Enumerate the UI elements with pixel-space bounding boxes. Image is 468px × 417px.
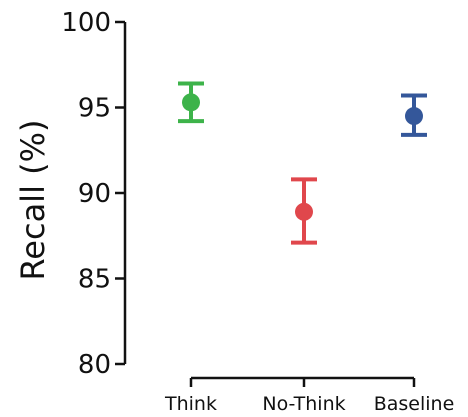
point-group-baseline <box>401 93 427 137</box>
y-tick-label: 80 <box>78 350 111 380</box>
y-tick-label: 85 <box>78 265 111 295</box>
y-tick-label: 100 <box>61 8 111 38</box>
y-tick-label: 90 <box>78 179 111 209</box>
point-group-think <box>178 81 204 124</box>
x-tick-label: Baseline <box>374 393 455 415</box>
data-point <box>182 93 200 112</box>
y-axis: 80 85 90 95 100 <box>61 8 127 380</box>
data-point <box>295 202 313 221</box>
y-axis-title: Recall (%) <box>14 119 52 280</box>
x-tick-label: No-Think <box>262 393 345 415</box>
x-axis: Think No-Think Baseline <box>164 376 455 415</box>
y-tick-label: 95 <box>78 94 111 124</box>
point-group-no-think <box>291 177 317 245</box>
data-point <box>405 107 423 126</box>
data-marks <box>178 81 427 245</box>
x-tick-label: Think <box>164 393 217 415</box>
